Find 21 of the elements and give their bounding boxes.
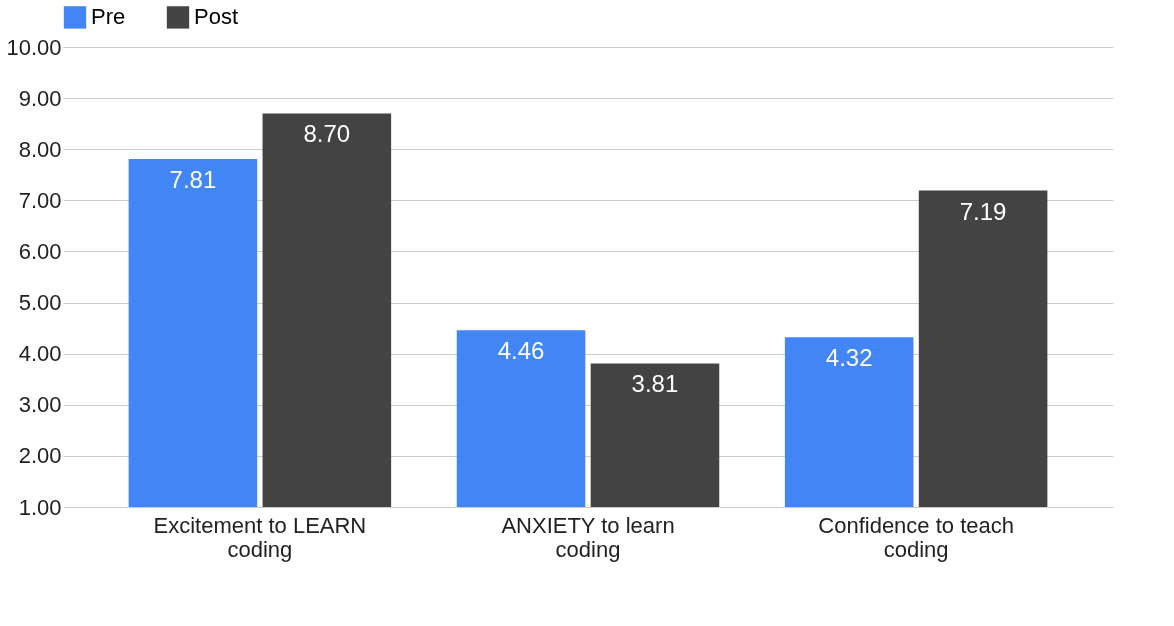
y-tick-label: 2.00 [18, 443, 62, 469]
legend-label: Post [194, 4, 239, 30]
y-tick-label: 5.00 [18, 290, 62, 316]
y-tick-label: 8.00 [18, 136, 62, 162]
text: 3.81 [631, 370, 679, 398]
legend-label: Pre [91, 4, 126, 30]
text: 7.81 [169, 165, 217, 193]
x-tick-label: Excitement to LEARN coding [153, 512, 367, 562]
y-tick-label: 9.00 [18, 85, 62, 111]
y-tick-label: 10.00 [6, 34, 62, 60]
x-tick-label: ANXIETY to learn coding [501, 512, 675, 562]
text: 4.46 [497, 337, 545, 365]
y-tick-label: 4.00 [18, 341, 62, 367]
y-tick-label: 3.00 [18, 392, 62, 418]
y-tick-label: 6.00 [18, 238, 62, 264]
text: 4.32 [825, 344, 873, 372]
text: 8.70 [303, 120, 351, 148]
x-tick-label: Confidence to teach coding [818, 512, 1014, 562]
y-tick-label: 1.00 [18, 494, 62, 520]
y-tick-label: 7.00 [18, 187, 62, 213]
text: 7.19 [959, 197, 1007, 225]
